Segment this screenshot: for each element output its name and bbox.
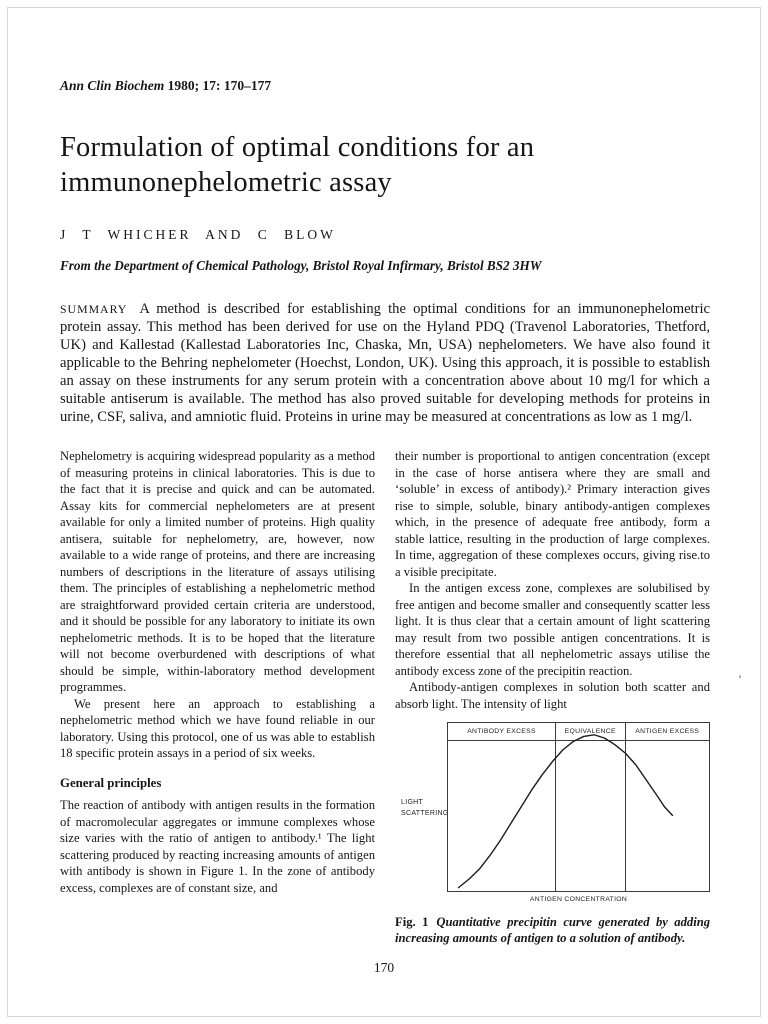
left-column: Nephelometry is acquiring widespread pop…	[60, 448, 375, 946]
y-axis-label: LIGHT SCATTERING	[401, 798, 449, 819]
zone-label: EQUIVALENCE	[564, 728, 616, 736]
plot-area: ANTIBODY EXCESS EQUIVALENCE ANTIGEN EXCE…	[447, 722, 710, 893]
two-column-body: Nephelometry is acquiring widespread pop…	[60, 448, 710, 946]
figure-caption-text: Quantitative precipitin curve generated …	[395, 914, 710, 946]
zone-header-underline	[448, 740, 709, 742]
journal-name: Ann Clin Biochem	[60, 78, 165, 93]
summary-paragraph: SUMMARY A method is described for establi…	[60, 300, 710, 427]
precipitin-curve	[458, 735, 672, 888]
summary-label: SUMMARY	[60, 301, 128, 316]
figure-caption-label: Fig. 1	[395, 914, 429, 929]
summary-text: A method is described for establishing t…	[60, 300, 710, 426]
right-column: their number is proportional to antigen …	[395, 448, 710, 946]
x-axis-label: ANTIGEN CONCENTRATION	[529, 896, 628, 904]
paragraph: In the antigen excess zone, complexes ar…	[395, 581, 710, 678]
paragraph: their number is proportional to antigen …	[395, 449, 710, 579]
affiliation-line: From the Department of Chemical Patholog…	[60, 257, 542, 273]
paragraph: Nephelometry is acquiring widespread pop…	[60, 449, 375, 695]
y-axis-label-line1: LIGHT	[401, 799, 424, 807]
paragraph: The reaction of antibody with antigen re…	[60, 798, 375, 895]
figure-1: LIGHT SCATTERING ANTIBODY EXCESS EQUIVAL…	[395, 722, 710, 947]
journal-header-line: Ann Clin Biochem 1980; 17: 170–177	[60, 78, 710, 94]
zone-label: ANTIBODY EXCESS	[467, 728, 536, 736]
scan-artifact: ’	[738, 672, 742, 686]
authors-line: J T WHICHER AND C BLOW	[60, 226, 336, 242]
page-number: 170	[373, 960, 395, 975]
journal-citation: 1980; 17: 170–177	[167, 78, 272, 93]
precipitin-curve-svg	[448, 723, 709, 891]
page-title: Formulation of optimal conditions for an…	[60, 132, 535, 199]
section-heading: General principles	[60, 775, 162, 790]
paragraph: We present here an approach to establish…	[60, 696, 375, 761]
figure-caption: Fig. 1 Quantitative precipitin curve gene…	[395, 914, 710, 947]
zone-divider	[625, 723, 627, 892]
paragraph: Antibody-antigen complexes in solution b…	[395, 680, 710, 711]
y-axis-label-line2: SCATTERING	[401, 809, 449, 817]
zone-label: ANTIGEN EXCESS	[635, 728, 700, 736]
zone-divider	[555, 723, 556, 892]
